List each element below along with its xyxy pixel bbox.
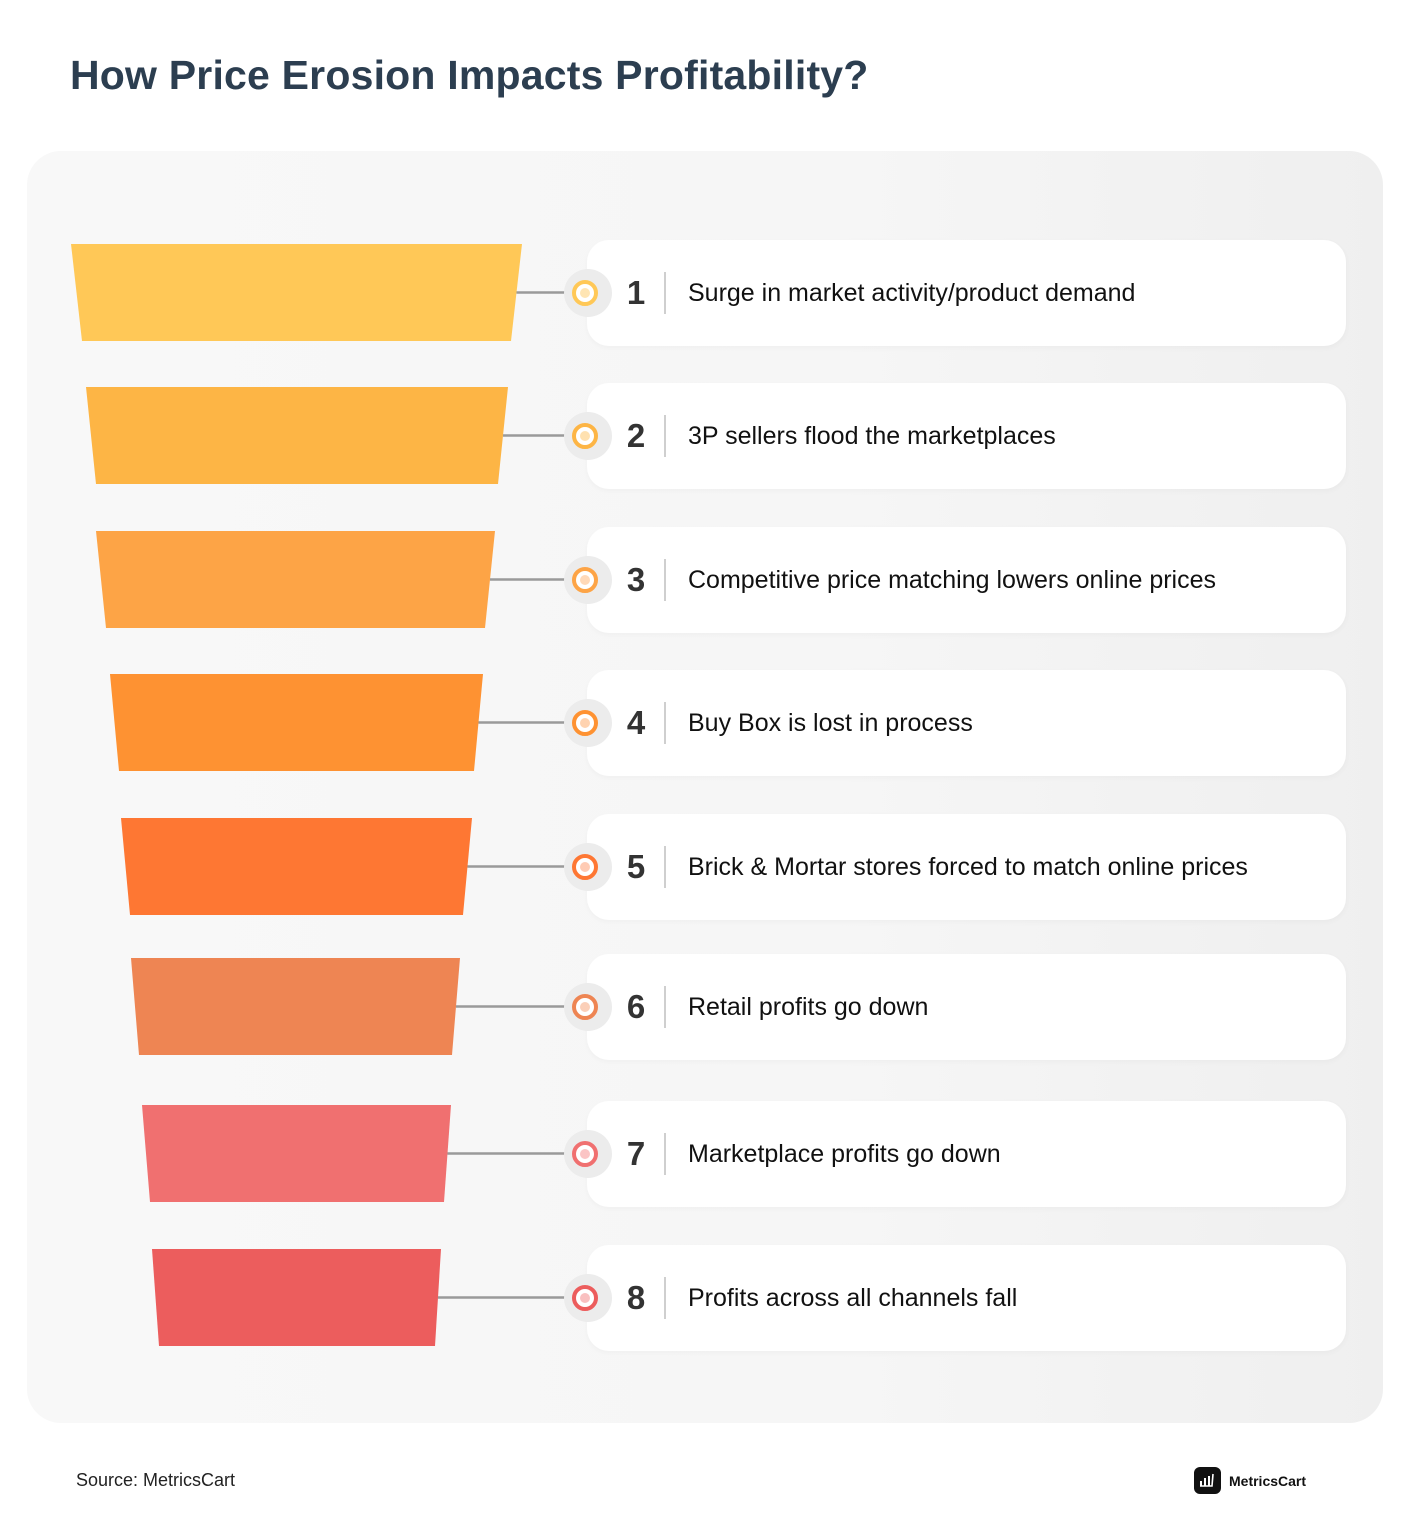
step-label: Marketplace profits go down (688, 1139, 1001, 1168)
divider (664, 985, 666, 1028)
divider (664, 1276, 666, 1319)
divider (664, 558, 666, 601)
funnel-segment (131, 958, 460, 1055)
step-label: Surge in market activity/product demand (688, 278, 1136, 307)
step-card (587, 813, 1346, 920)
step-card (587, 1244, 1346, 1351)
step-card (587, 953, 1346, 1060)
brand-logo: MetricsCart (1194, 1467, 1306, 1494)
funnel-panel (27, 151, 1383, 1423)
divider (664, 701, 666, 744)
step-card (587, 669, 1346, 776)
step-label: Brick & Mortar stores forced to match on… (688, 852, 1248, 881)
step-marker-icon (572, 566, 598, 593)
step-card (587, 239, 1346, 346)
funnel-segment (71, 244, 522, 341)
funnel-segment (86, 387, 508, 484)
step-number: 4 (626, 703, 646, 741)
step-label: 3P sellers flood the marketplaces (688, 421, 1056, 450)
step-number: 3 (626, 560, 646, 598)
step-marker-icon (572, 279, 598, 306)
step-number: 7 (626, 1134, 646, 1172)
divider (664, 271, 666, 314)
funnel-segment (121, 818, 472, 915)
step-card (587, 526, 1346, 633)
step-number: 8 (626, 1278, 646, 1316)
step-marker-icon (572, 993, 598, 1020)
step-marker-icon (572, 709, 598, 736)
step-number: 1 (626, 273, 646, 311)
step-marker-icon (572, 853, 598, 880)
step-card (587, 1100, 1346, 1207)
divider (664, 845, 666, 888)
divider (664, 1132, 666, 1175)
funnel-segment (96, 531, 495, 628)
funnel-segment (152, 1249, 441, 1346)
chart-bars-icon (1194, 1467, 1221, 1494)
step-number: 6 (626, 987, 646, 1025)
source-text: Source: MetricsCart (76, 1470, 236, 1490)
funnel-segment (142, 1105, 451, 1202)
step-number: 2 (626, 416, 646, 454)
step-marker-icon (572, 1284, 598, 1311)
step-label: Competitive price matching lowers online… (688, 565, 1217, 594)
step-marker-icon (572, 422, 598, 449)
page-title: How Price Erosion Impacts Profitability? (70, 52, 869, 98)
step-marker-icon (572, 1140, 598, 1167)
step-label: Buy Box is lost in process (688, 708, 973, 737)
step-label: Retail profits go down (688, 992, 929, 1021)
step-card (587, 382, 1346, 489)
brand-name: MetricsCart (1229, 1472, 1307, 1489)
step-number: 5 (626, 847, 646, 885)
divider (664, 414, 666, 457)
funnel-segment (110, 674, 483, 771)
step-label: Profits across all channels fall (688, 1283, 1018, 1312)
